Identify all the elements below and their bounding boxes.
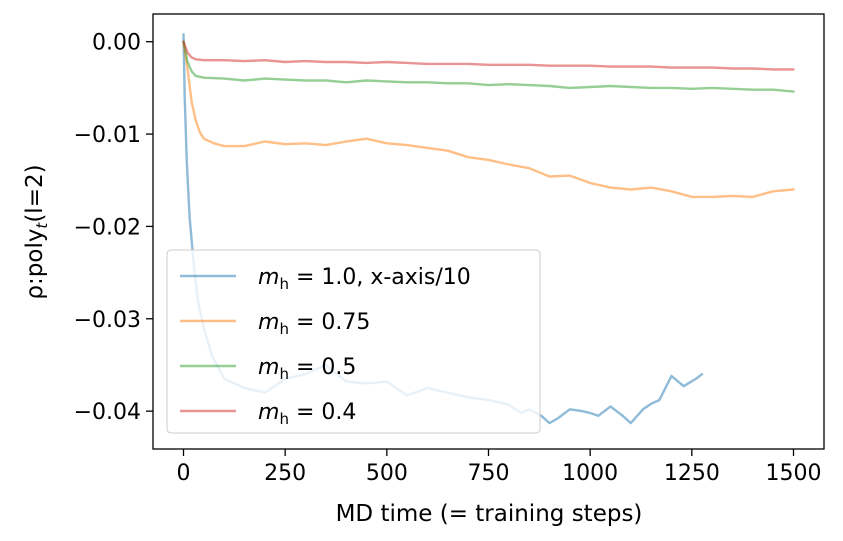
x-axis: 0 250 500 750 1000 1250 1500: [177, 449, 822, 486]
x-tick-label: 1500: [766, 461, 822, 486]
y-axis-label: ρ:polyt(l=2): [22, 164, 51, 299]
x-tick-label: 250: [264, 461, 306, 486]
y-tick-label: 0.00: [92, 31, 141, 56]
x-tick-label: 0: [177, 461, 191, 486]
legend-label-1: mh = 0.75: [258, 310, 370, 338]
series-line-1: [182, 40, 795, 199]
y-tick-label: −0.04: [74, 400, 141, 425]
legend-label-3: mh = 0.4: [258, 400, 356, 428]
legend-label-2: mh = 0.5: [258, 355, 356, 383]
x-axis-label: MD time (= training steps): [336, 501, 643, 527]
series-line-2: [182, 40, 795, 93]
y-tick-label: −0.01: [74, 123, 141, 148]
y-tick-label: −0.02: [74, 215, 141, 240]
y-axis-label-tail: (l=2): [22, 164, 48, 222]
y-axis-label-sub: t: [33, 222, 51, 229]
x-tick-label: 1250: [664, 461, 720, 486]
legend-box: [166, 249, 541, 434]
x-tick-label: 1000: [562, 461, 618, 486]
y-tick-label: −0.03: [74, 308, 141, 333]
x-tick-label: 500: [366, 461, 408, 486]
legend: mh = 1.0, x-axis/10 mh = 0.75 mh = 0.5 mh =…: [166, 249, 541, 434]
x-tick-label: 750: [468, 461, 510, 486]
legend-label-0: mh = 1.0, x-axis/10: [258, 265, 471, 293]
y-axis: 0.00 −0.01 −0.02 −0.03 −0.04: [74, 31, 153, 425]
y-axis-label-main: ρ:poly: [22, 229, 48, 300]
series-line-3: [182, 40, 795, 71]
